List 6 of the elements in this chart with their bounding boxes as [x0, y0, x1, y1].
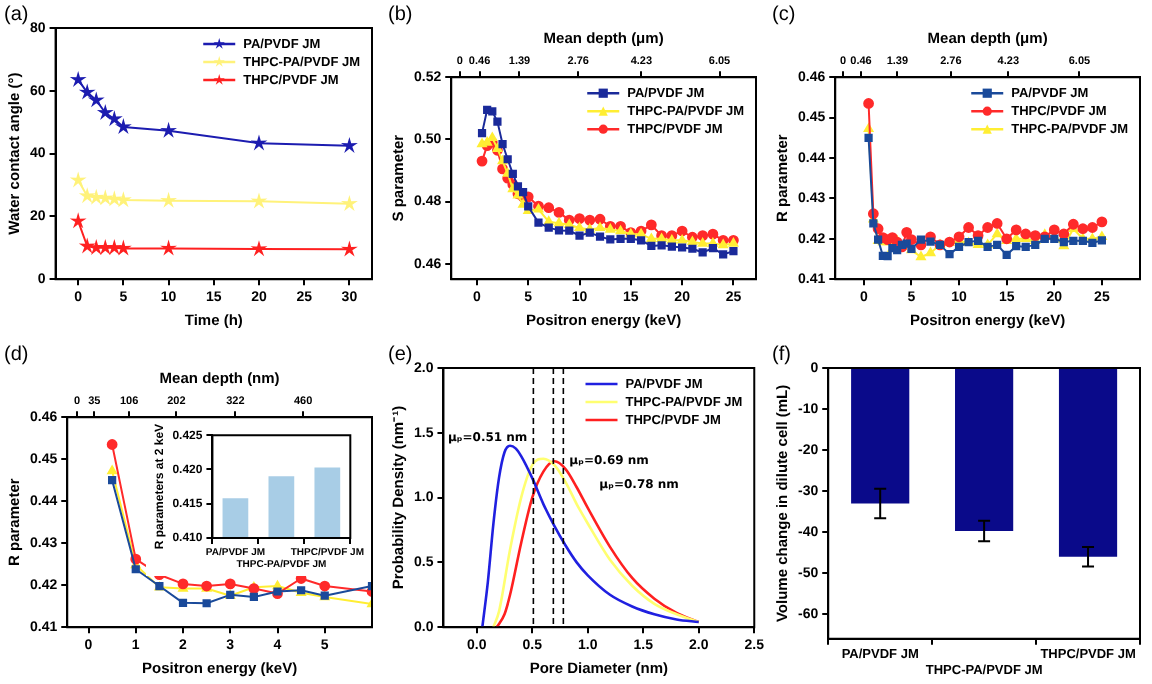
chart-title: (c)	[772, 3, 796, 26]
chart-title: (e)	[388, 343, 413, 366]
chart-title: (d)	[4, 343, 29, 366]
chart-title: (a)	[4, 3, 29, 26]
chart-title: (b)	[388, 3, 413, 26]
chart-title: (f)	[772, 343, 791, 366]
